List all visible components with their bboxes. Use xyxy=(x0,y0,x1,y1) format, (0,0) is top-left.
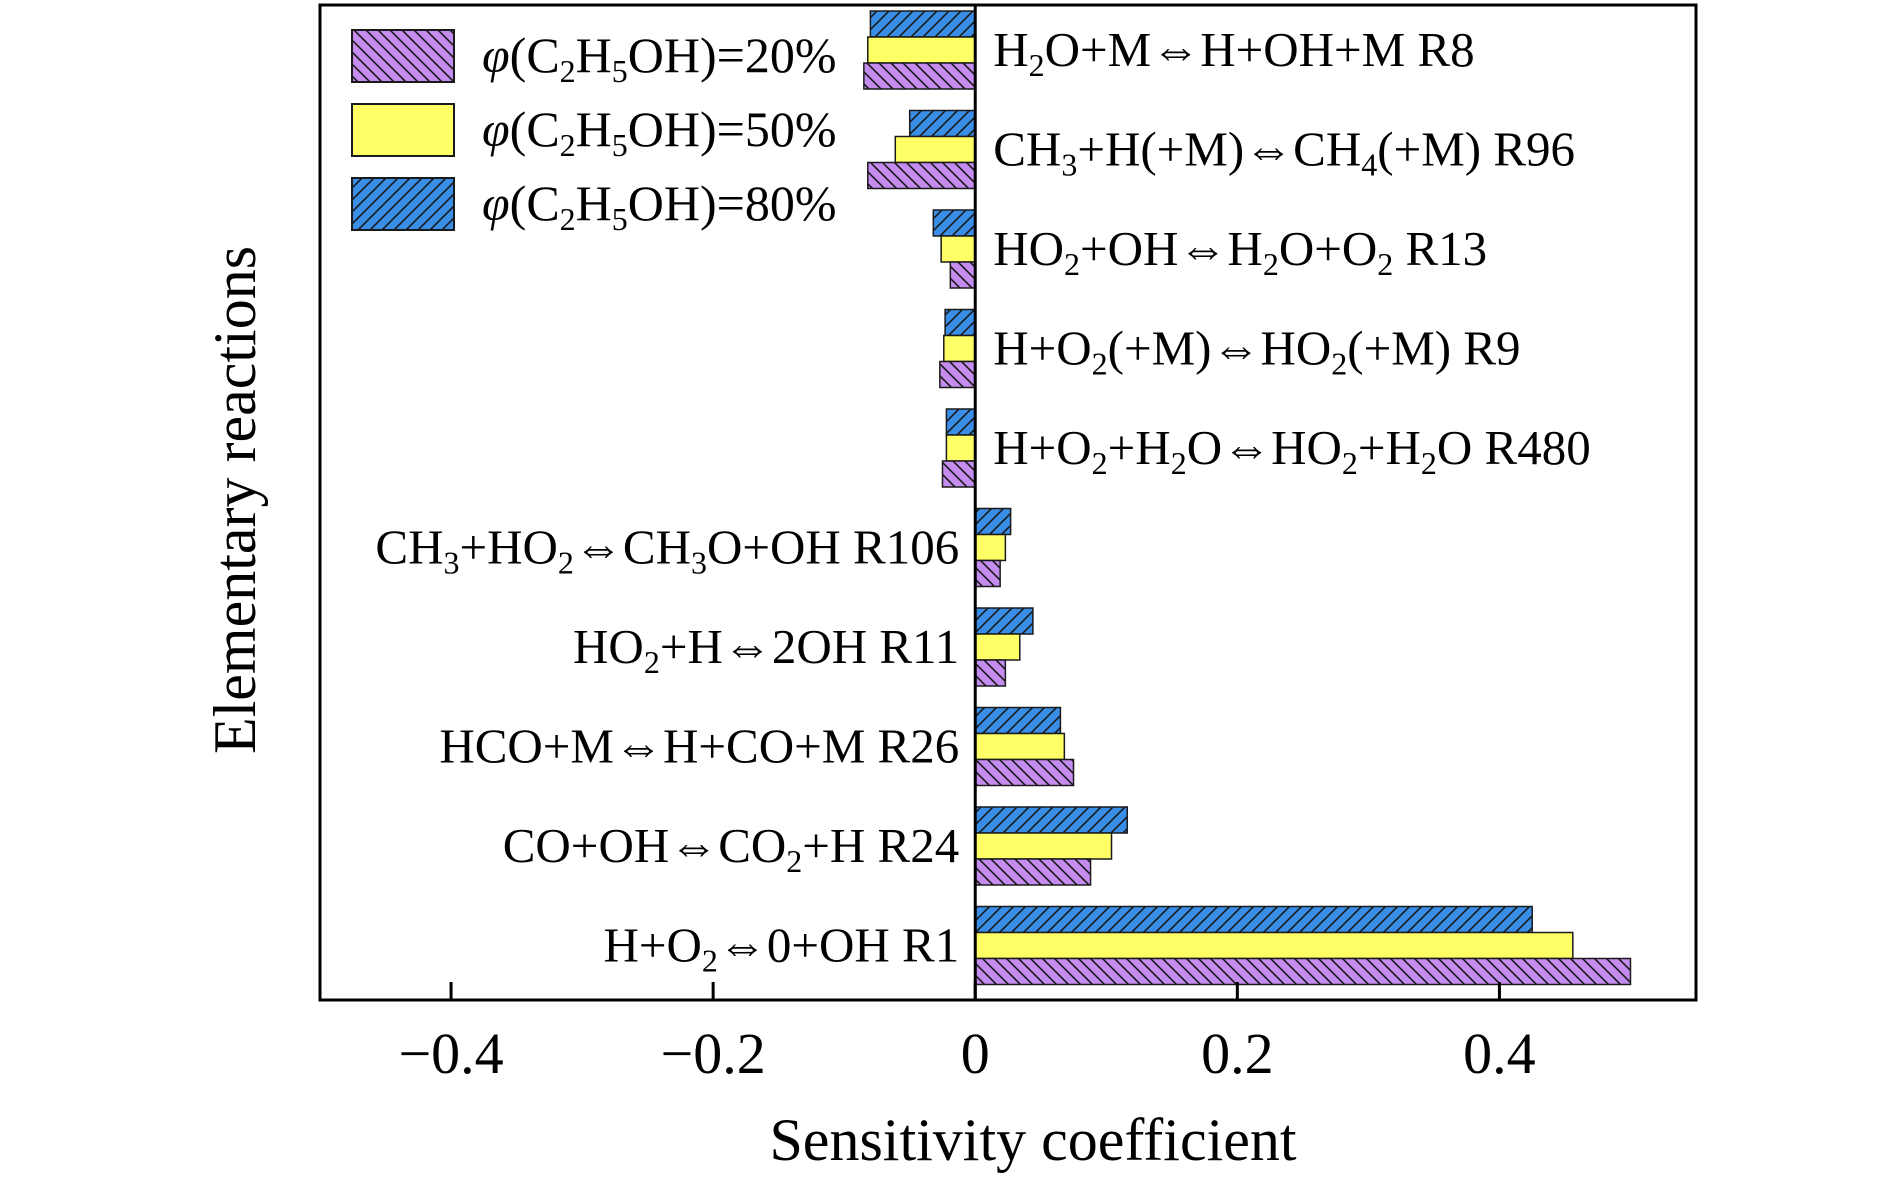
category-label-7: HCO+M⇔H+CO+M R26 xyxy=(439,719,959,774)
bar-50pct-8 xyxy=(974,832,1113,860)
category-labels-layer: H2O+M⇔H+OH+M R8 CH3+H(+M)⇔CH4(+M) R96 HO2+… xyxy=(375,22,1590,979)
bar-20pct-8 xyxy=(974,858,1092,886)
bar-50pct-4 xyxy=(945,434,976,462)
plot-frame xyxy=(318,3,1698,1002)
axes-layer: −0.4 −0.2 0 0.2 0.4 xyxy=(318,3,1698,1086)
bar-50pct-7 xyxy=(974,732,1066,761)
category-label-6: HO2+H⇔2OH R11 xyxy=(573,619,959,680)
bar-20pct-3 xyxy=(939,360,976,389)
bar-50pct-0 xyxy=(867,36,976,64)
bar-50pct-2 xyxy=(940,235,976,263)
bar-20pct-9 xyxy=(974,957,1632,986)
legend-label-80pct: φ(C2H5OH)=80% xyxy=(482,175,837,237)
bar-20pct-2 xyxy=(949,261,976,289)
bar-80pct-8 xyxy=(974,806,1129,834)
bar-80pct-5 xyxy=(974,507,1012,536)
legend: φ(C2H5OH)=20% φ(C2H5OH)=50% φ(C2H5OH)=80% xyxy=(351,27,837,237)
category-label-3: H+O2(+M)⇔HO2(+M) R9 xyxy=(993,321,1520,382)
category-label-9: H+O2⇔0+OH R1 xyxy=(603,918,959,979)
bar-80pct-6 xyxy=(974,607,1034,635)
bar-20pct-6 xyxy=(974,659,1007,687)
category-label-4: H+O2+H2O⇔HO2+H2O R480 xyxy=(993,420,1590,481)
bar-80pct-2 xyxy=(932,209,976,237)
x-axis-title: Sensitivity coefficient xyxy=(769,1107,1296,1173)
bar-20pct-0 xyxy=(863,62,976,90)
category-label-8: CO+OH⇔CO2+H R24 xyxy=(503,818,959,879)
bar-80pct-9 xyxy=(974,905,1533,934)
x-tick-label-4: 0.4 xyxy=(1463,1021,1536,1086)
bar-20pct-4 xyxy=(941,460,976,488)
bar-80pct-0 xyxy=(869,10,976,38)
category-label-1: CH3+H(+M)⇔CH4(+M) R96 xyxy=(993,122,1575,183)
bar-50pct-1 xyxy=(894,135,976,164)
bar-50pct-5 xyxy=(974,533,1007,562)
bars-layer xyxy=(863,10,1632,986)
bar-20pct-1 xyxy=(867,161,976,190)
x-tick-label-2: 0 xyxy=(961,1021,990,1086)
x-tick-label-0: −0.4 xyxy=(398,1021,503,1086)
category-label-2: HO2+OH⇔H2O+O2 R13 xyxy=(993,221,1487,282)
y-axis-title: Elementary reactions xyxy=(202,246,268,754)
legend-label-20pct: φ(C2H5OH)=20% xyxy=(482,27,837,89)
bar-80pct-3 xyxy=(944,308,976,337)
bar-80pct-1 xyxy=(908,109,976,138)
bar-50pct-6 xyxy=(974,633,1021,661)
category-label-5: CH3+HO2⇔CH3O+OH R106 xyxy=(375,520,959,581)
x-tick-label-3: 0.2 xyxy=(1201,1021,1274,1086)
legend-swatch-50pct xyxy=(351,103,455,157)
x-tick-label-1: −0.2 xyxy=(661,1021,766,1086)
category-label-0: H2O+M⇔H+OH+M R8 xyxy=(993,22,1474,83)
bar-80pct-4 xyxy=(945,408,976,436)
bar-20pct-7 xyxy=(974,758,1075,787)
legend-swatch-20pct xyxy=(351,29,455,83)
bar-20pct-5 xyxy=(974,559,1001,588)
bar-50pct-9 xyxy=(974,931,1574,960)
bar-50pct-3 xyxy=(943,334,976,363)
legend-label-50pct: φ(C2H5OH)=50% xyxy=(482,101,837,163)
legend-swatch-80pct xyxy=(351,177,455,231)
bar-80pct-7 xyxy=(974,706,1062,735)
